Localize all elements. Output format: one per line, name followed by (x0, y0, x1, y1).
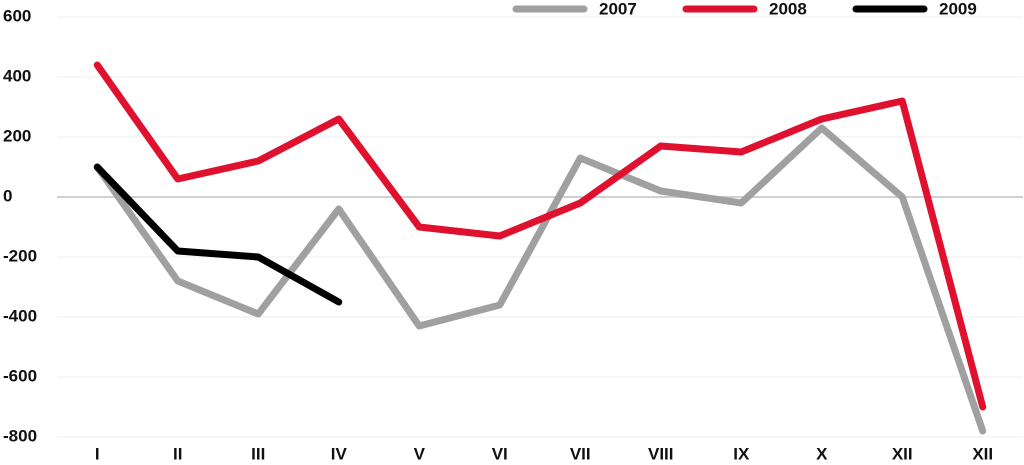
x-tick-label: II (173, 444, 182, 463)
y-tick-label: -800 (3, 426, 37, 445)
x-tick-label: X (816, 444, 828, 463)
x-tick-label: IV (331, 444, 348, 463)
legend-label: 2008 (769, 0, 807, 18)
x-tick-label: XII (972, 444, 993, 463)
x-tick-label: I (95, 444, 100, 463)
legend-label: 2009 (939, 0, 977, 18)
y-tick-label: -200 (3, 246, 37, 265)
x-tick-label: VII (570, 444, 591, 463)
y-tick-label: 200 (3, 126, 31, 145)
legend-label: 2007 (599, 0, 637, 18)
x-tick-label: III (251, 444, 265, 463)
series-line (93, 61, 987, 411)
x-tick-label: VI (492, 444, 508, 463)
x-tick-label: VIII (648, 444, 674, 463)
x-tick-label: V (414, 444, 426, 463)
y-tick-label: -600 (3, 366, 37, 385)
x-tick-label: XII (892, 444, 913, 463)
x-tick-label: IX (733, 444, 750, 463)
series-line (93, 124, 987, 435)
y-tick-label: 0 (3, 186, 12, 205)
y-tick-label: 400 (3, 66, 31, 85)
y-tick-label: -400 (3, 306, 37, 325)
y-tick-label: 600 (3, 6, 31, 25)
series-line (93, 163, 343, 306)
